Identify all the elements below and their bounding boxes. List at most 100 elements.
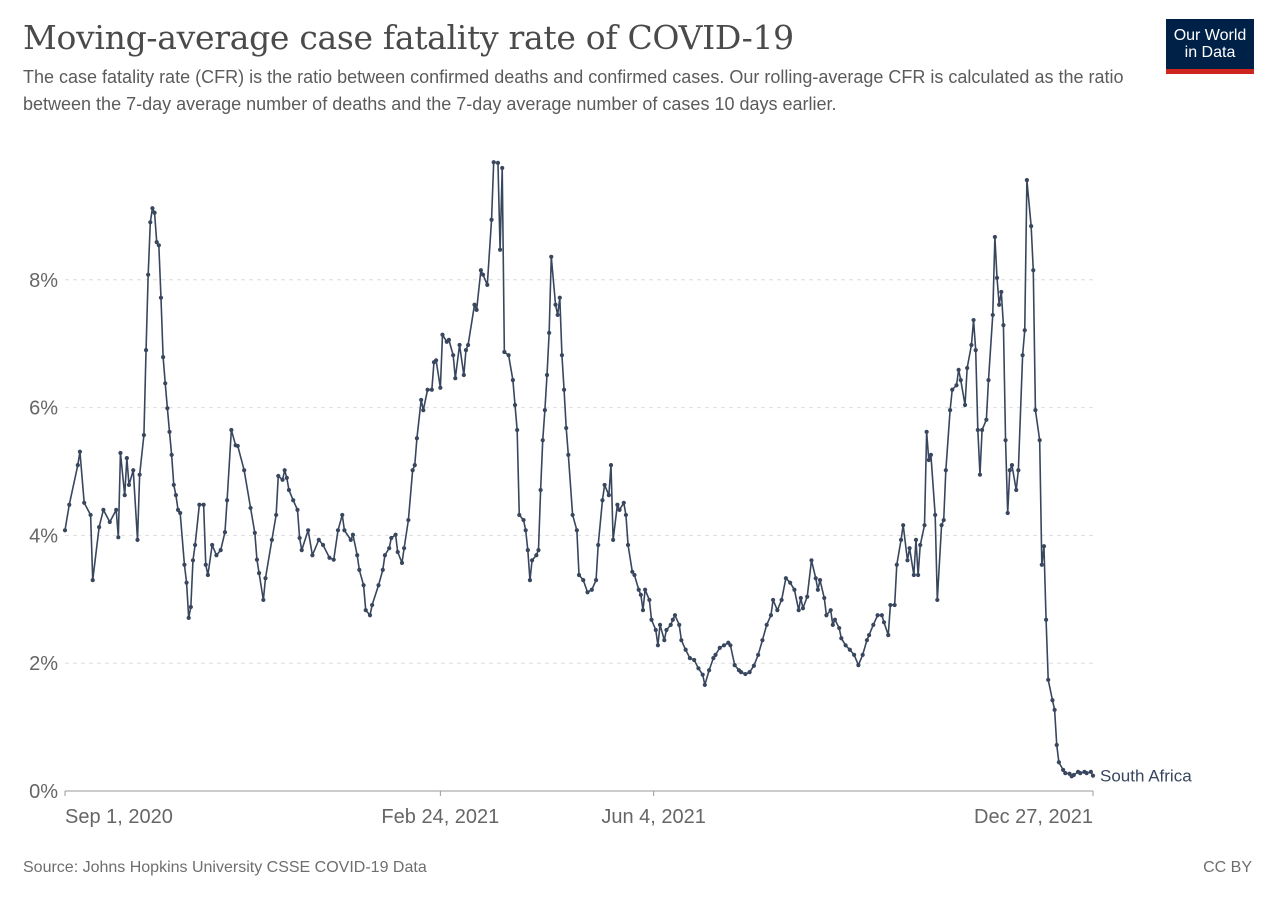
data-point bbox=[664, 627, 669, 633]
data-point bbox=[898, 537, 904, 542]
data-point bbox=[122, 493, 127, 498]
data-point bbox=[875, 613, 880, 618]
data-point bbox=[1031, 268, 1036, 273]
data-point bbox=[295, 507, 300, 512]
data-point bbox=[286, 487, 292, 493]
data-point bbox=[1016, 468, 1021, 473]
data-point bbox=[843, 643, 848, 648]
data-point bbox=[150, 206, 155, 211]
data-point bbox=[1009, 463, 1015, 468]
data-point bbox=[340, 512, 345, 518]
data-point bbox=[1022, 328, 1027, 333]
data-point bbox=[986, 378, 991, 383]
data-point bbox=[299, 547, 304, 553]
x-tick-label: Feb 24, 2021 bbox=[381, 806, 499, 828]
data-point bbox=[657, 622, 663, 627]
source-note[interactable]: Source: Johns Hopkins University CSSE CO… bbox=[23, 859, 427, 876]
data-point bbox=[316, 537, 321, 542]
data-point bbox=[879, 613, 884, 618]
data-point bbox=[116, 535, 121, 540]
data-point bbox=[357, 567, 362, 573]
data-point bbox=[163, 381, 168, 386]
data-point bbox=[922, 523, 927, 528]
data-point bbox=[517, 512, 522, 518]
data-point bbox=[457, 342, 462, 348]
data-point bbox=[706, 668, 712, 673]
data-point bbox=[306, 528, 311, 533]
data-point bbox=[478, 268, 483, 273]
data-point bbox=[559, 353, 565, 358]
data-point bbox=[990, 312, 995, 318]
data-point bbox=[977, 472, 983, 477]
data-point bbox=[770, 597, 776, 603]
data-point bbox=[224, 498, 230, 503]
data-point bbox=[489, 217, 494, 222]
data-point bbox=[201, 502, 206, 507]
series-south-africa[interactable]: South Africa bbox=[62, 160, 1192, 786]
data-point bbox=[555, 312, 560, 318]
data-point bbox=[1005, 510, 1010, 516]
data-point bbox=[297, 535, 302, 541]
data-point bbox=[751, 663, 756, 668]
data-point bbox=[589, 587, 594, 592]
data-point bbox=[892, 602, 897, 608]
data-point bbox=[647, 597, 652, 603]
data-point bbox=[438, 385, 443, 390]
data-point bbox=[702, 682, 707, 688]
data-point bbox=[918, 542, 923, 548]
data-point bbox=[901, 523, 906, 528]
data-point bbox=[1061, 767, 1066, 773]
data-point bbox=[881, 620, 887, 625]
data-point bbox=[557, 295, 562, 300]
data-point bbox=[711, 655, 716, 661]
series-label: South Africa bbox=[1100, 767, 1192, 786]
data-point bbox=[630, 569, 635, 574]
data-point bbox=[152, 210, 157, 215]
data-point bbox=[971, 317, 976, 323]
data-point bbox=[662, 638, 667, 643]
data-point bbox=[1041, 544, 1047, 549]
data-point bbox=[585, 590, 590, 595]
data-point bbox=[828, 608, 833, 613]
data-point bbox=[327, 555, 332, 560]
data-point bbox=[817, 578, 823, 583]
data-point bbox=[1050, 698, 1055, 703]
data-point bbox=[141, 432, 147, 438]
data-point bbox=[1024, 178, 1029, 183]
data-point bbox=[261, 597, 266, 603]
data-point bbox=[617, 507, 622, 512]
owid-logo[interactable]: Our World in Data bbox=[1166, 19, 1254, 74]
license-link[interactable]: CC BY bbox=[1203, 859, 1252, 876]
data-point bbox=[188, 604, 193, 610]
data-point bbox=[421, 408, 426, 413]
data-point bbox=[668, 622, 673, 627]
data-point bbox=[839, 636, 844, 641]
data-point bbox=[941, 517, 946, 523]
data-point bbox=[480, 272, 486, 277]
data-point bbox=[331, 557, 336, 562]
data-point bbox=[254, 557, 260, 562]
data-point bbox=[1054, 742, 1059, 748]
data-point bbox=[101, 507, 106, 512]
data-point bbox=[911, 572, 916, 578]
data-point bbox=[414, 436, 420, 441]
data-point bbox=[905, 558, 910, 563]
y-tick-label: 2% bbox=[29, 653, 58, 675]
data-point bbox=[131, 468, 136, 473]
data-point bbox=[248, 505, 253, 511]
data-point bbox=[154, 239, 159, 245]
data-point bbox=[461, 372, 466, 378]
data-point bbox=[649, 617, 654, 622]
data-point bbox=[566, 452, 571, 457]
data-point bbox=[463, 347, 469, 353]
data-point bbox=[320, 542, 326, 548]
x-tick-label: Jun 4, 2021 bbox=[601, 806, 706, 828]
data-point bbox=[928, 452, 934, 457]
data-point bbox=[186, 615, 191, 620]
data-point bbox=[677, 622, 682, 627]
data-point bbox=[218, 547, 223, 553]
data-point bbox=[623, 512, 629, 518]
data-point bbox=[640, 608, 646, 613]
data-point bbox=[679, 638, 684, 643]
data-point bbox=[1001, 323, 1006, 328]
